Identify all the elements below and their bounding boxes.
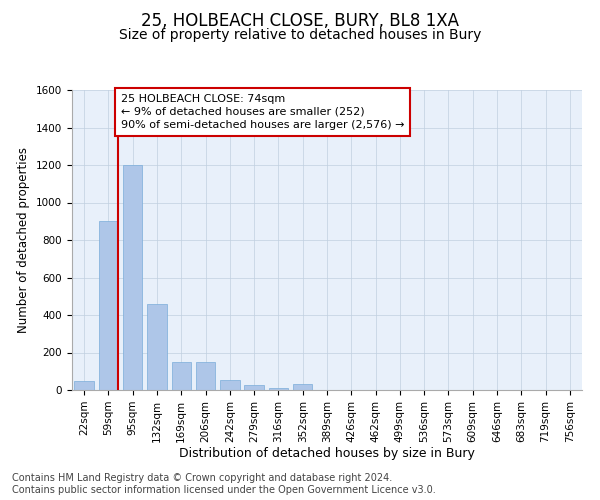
Y-axis label: Number of detached properties: Number of detached properties	[17, 147, 31, 333]
Bar	[269, 388, 288, 390]
X-axis label: Distribution of detached houses by size in Bury: Distribution of detached houses by size …	[179, 448, 475, 460]
Bar	[147, 304, 167, 390]
Bar	[74, 380, 94, 390]
Text: Contains HM Land Registry data © Crown copyright and database right 2024.
Contai: Contains HM Land Registry data © Crown c…	[12, 474, 436, 495]
Bar	[123, 165, 142, 390]
Bar	[172, 362, 191, 390]
Bar	[293, 384, 313, 390]
Bar	[196, 362, 215, 390]
Text: 25 HOLBEACH CLOSE: 74sqm
← 9% of detached houses are smaller (252)
90% of semi-d: 25 HOLBEACH CLOSE: 74sqm ← 9% of detache…	[121, 94, 404, 130]
Text: Size of property relative to detached houses in Bury: Size of property relative to detached ho…	[119, 28, 481, 42]
Bar	[99, 221, 118, 390]
Text: 25, HOLBEACH CLOSE, BURY, BL8 1XA: 25, HOLBEACH CLOSE, BURY, BL8 1XA	[141, 12, 459, 30]
Bar	[220, 380, 239, 390]
Bar	[244, 386, 264, 390]
